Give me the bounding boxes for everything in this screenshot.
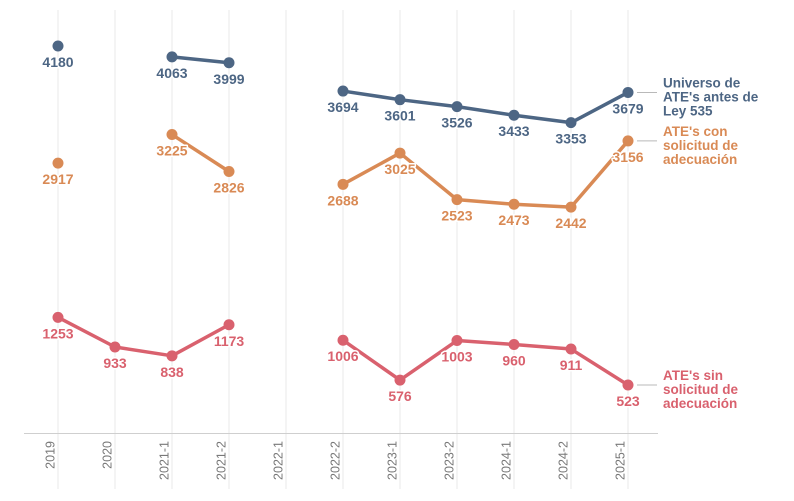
data-point-label: 3526 xyxy=(441,115,472,131)
x-tick-label: 2024-1 xyxy=(500,441,514,480)
data-point-label: 2523 xyxy=(441,208,472,224)
x-tick-label: 2024-2 xyxy=(557,441,571,480)
series-line xyxy=(170,55,231,65)
data-point xyxy=(166,350,178,362)
data-point xyxy=(451,335,463,347)
data-point xyxy=(565,201,577,213)
x-tick-label: 2019 xyxy=(44,441,58,469)
data-point xyxy=(337,334,349,346)
data-point-label: 1003 xyxy=(441,349,472,365)
data-point xyxy=(394,94,406,106)
series-label: ATE's sin xyxy=(663,368,723,383)
series-line xyxy=(170,132,231,174)
data-point xyxy=(565,117,577,129)
data-point xyxy=(337,85,349,97)
data-point-label: 3433 xyxy=(498,123,529,139)
data-point xyxy=(166,129,178,141)
data-point-label: 2688 xyxy=(327,192,358,208)
data-point xyxy=(394,374,406,386)
data-point xyxy=(109,341,121,353)
x-tick-label: 2022-1 xyxy=(272,441,286,480)
data-point xyxy=(223,57,235,69)
data-point xyxy=(52,40,64,52)
data-point xyxy=(508,339,520,351)
data-point xyxy=(508,109,520,121)
series-label: ATE's con xyxy=(663,124,727,139)
data-point-label: 3025 xyxy=(384,161,415,177)
series-line xyxy=(341,89,630,125)
data-point-label: 576 xyxy=(388,388,412,404)
data-point xyxy=(394,147,406,159)
data-point-label: 3156 xyxy=(612,149,643,165)
data-point-label: 4180 xyxy=(42,54,73,70)
x-tick-label: 2021-2 xyxy=(215,441,229,480)
data-point-label: 960 xyxy=(502,353,526,369)
data-point-label: 523 xyxy=(616,393,640,409)
data-point xyxy=(622,86,634,98)
data-point-label: 911 xyxy=(560,357,583,373)
series-line xyxy=(56,315,231,358)
data-point-label: 1253 xyxy=(42,325,73,341)
series-label: ATE's antes de xyxy=(663,89,759,104)
data-point-label: 3353 xyxy=(555,131,586,147)
data-point-label: 2917 xyxy=(42,171,73,187)
data-point xyxy=(52,157,64,169)
data-point xyxy=(622,135,634,147)
data-point-label: 1006 xyxy=(327,348,358,364)
data-point-label: 3601 xyxy=(384,108,415,124)
data-point xyxy=(223,319,235,331)
data-point xyxy=(166,51,178,63)
data-point xyxy=(451,194,463,206)
series-label: adecuación xyxy=(663,152,737,167)
x-tick-label: 2025-1 xyxy=(614,441,628,480)
series-label: Universo de xyxy=(663,75,741,90)
x-tick-label: 2023-2 xyxy=(443,441,457,480)
data-point xyxy=(508,198,520,210)
series-line xyxy=(341,338,630,387)
data-point-label: 838 xyxy=(160,364,184,380)
data-point xyxy=(622,379,634,391)
data-point-label: 1173 xyxy=(214,333,245,349)
x-tick-label: 2021-1 xyxy=(158,441,172,480)
series-label: Ley 535 xyxy=(663,103,713,118)
series-label: solicitud de xyxy=(663,382,739,397)
data-point xyxy=(223,166,235,178)
x-tick-label: 2022-2 xyxy=(329,441,343,480)
data-point-label: 3694 xyxy=(327,99,358,115)
data-point-label: 3225 xyxy=(156,143,187,159)
data-point xyxy=(337,178,349,190)
series-label: adecuación xyxy=(663,396,737,411)
data-point xyxy=(565,343,577,355)
data-point-label: 2826 xyxy=(213,180,244,196)
series-line xyxy=(341,139,630,209)
x-tick-label: 2020 xyxy=(101,441,115,469)
data-point-label: 4063 xyxy=(156,65,187,81)
data-point-label: 2442 xyxy=(555,215,586,231)
x-tick-label: 2023-1 xyxy=(386,441,400,480)
data-point-label: 3999 xyxy=(213,71,244,87)
series-label: solicitud de xyxy=(663,138,739,153)
data-point xyxy=(52,311,64,323)
data-point-label: 2473 xyxy=(498,212,529,228)
data-point xyxy=(451,101,463,113)
data-point-label: 3679 xyxy=(612,100,643,116)
data-point-label: 933 xyxy=(103,355,127,371)
